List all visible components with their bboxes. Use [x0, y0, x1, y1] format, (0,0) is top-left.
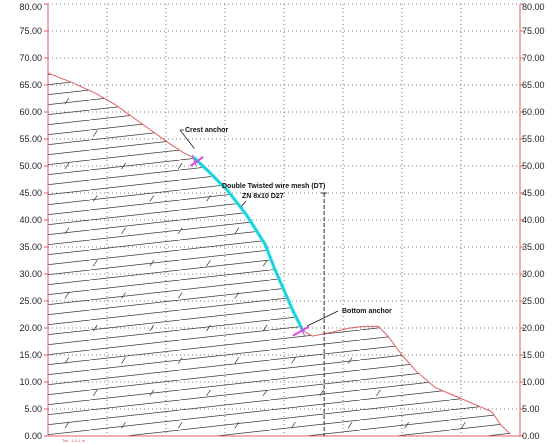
soil-mark: [234, 227, 240, 234]
y-tick-label-right: 45.00: [522, 188, 545, 198]
y-tick-label-left: 40.00: [19, 215, 42, 225]
soil-mark: [234, 357, 240, 364]
soil-mark: [64, 292, 70, 299]
y-tick-label-left: 45.00: [19, 188, 42, 198]
soil-mark: [92, 130, 98, 137]
soil-mark: [291, 422, 296, 429]
soil-mark: [121, 292, 126, 299]
soil-mark: [347, 422, 353, 429]
bottom-anchor-pin: [300, 326, 306, 337]
crest-anchor-label: Crest anchor: [185, 127, 228, 134]
annotation-layer: Crest anchor Double Twisted wire mesh (DT…: [62, 127, 392, 443]
y-tick-label-left: 5.00: [24, 404, 42, 414]
overlay-layer: [189, 154, 328, 436]
y-tick-label-right: 70.00: [522, 53, 545, 63]
soil-mark: [177, 422, 183, 429]
wire-mesh-core: [194, 157, 304, 331]
soil-mark: [92, 260, 98, 267]
terrain-hatch: [48, 73, 511, 436]
soil-mark: [64, 98, 70, 105]
y-tick-label-right: 15.00: [522, 350, 545, 360]
y-tick-label-right: 80.00: [522, 2, 545, 12]
soil-mark: [177, 162, 183, 170]
soil-mark: [121, 227, 126, 234]
y-tick-label-right: 50.00: [522, 161, 545, 171]
soil-mark: [64, 357, 70, 364]
mesh-label-leader: [241, 200, 247, 207]
y-tick-label-right: 40.00: [522, 215, 545, 225]
soil-mark: [121, 162, 126, 170]
bottom-anchor-bar: [292, 325, 310, 337]
y-tick-label-right: 65.00: [522, 80, 545, 90]
y-tick-label-left: 35.00: [19, 242, 42, 252]
soil-mark: [64, 227, 70, 234]
y-tick-label-right: 10.00: [522, 377, 545, 387]
soil-mark: [234, 292, 240, 299]
y-tick-label-left: 75.00: [19, 26, 42, 36]
y-tick-label-left: 80.00: [19, 2, 42, 12]
y-tick-label-left: 60.00: [19, 107, 42, 117]
y-tick-label-right: 20.00: [522, 323, 545, 333]
soil-mark: [404, 422, 410, 429]
crest-anchor-pin: [191, 154, 197, 167]
y-tick-label-right: 0.00: [522, 431, 540, 441]
y-tick-label-right: 55.00: [522, 134, 545, 144]
y-tick-label-left: 50.00: [19, 161, 42, 171]
soil-mark: [121, 357, 126, 364]
soil-mark: [461, 422, 466, 429]
soil-mark: [234, 422, 240, 429]
soil-mark: [149, 324, 155, 332]
soil-mark: [149, 195, 155, 202]
bottom-anchor-leader: [307, 310, 339, 327]
footer-label: Tse - 1 0.1 m: [62, 438, 86, 443]
y-tick-label-left: 25.00: [19, 296, 42, 306]
bottom-anchor-label: Bottom anchor: [342, 308, 392, 315]
soil-mark: [319, 389, 325, 396]
y-tick-label-left: 0.00: [24, 431, 42, 441]
y-tick-label-left: 55.00: [19, 134, 42, 144]
soil-mark: [92, 324, 98, 332]
axes-layer: 0.00 0.00 5.00 5.00 10.00 10.00 15.00 15.00 20.0…: [19, 2, 544, 441]
soil-mark: [347, 357, 353, 364]
soil-mark: [177, 292, 183, 299]
y-tick-label-left: 10.00: [19, 377, 42, 387]
crest-anchor-leader: [179, 129, 195, 149]
soil-mark: [64, 422, 70, 429]
y-tick-label-right: 30.00: [522, 269, 545, 279]
soil-mark: [206, 324, 211, 332]
soil-mark: [262, 260, 268, 267]
mesh-label-line-1: Double Twisted wire mesh (DT): [222, 183, 325, 190]
y-tick-label-left: 20.00: [19, 323, 42, 333]
y-tick-label-left: 65.00: [19, 80, 42, 90]
soil-mark: [291, 357, 296, 364]
soil-mark: [262, 324, 268, 332]
soil-mark: [262, 389, 268, 396]
soil-mark: [206, 389, 211, 396]
y-tick-label-left: 30.00: [19, 269, 42, 279]
soil-mark: [92, 389, 98, 396]
soil-mark: [149, 389, 155, 396]
y-tick-label-right: 60.00: [522, 107, 545, 117]
soil-mark: [376, 389, 381, 396]
y-tick-label-right: 5.00: [522, 404, 540, 414]
mesh-label-line-2: ZN 8x10 D27: [242, 193, 284, 200]
terrain-layer: [48, 72, 511, 436]
soil-mark: [177, 227, 183, 234]
soil-mark: [206, 260, 211, 267]
soil-mark: [206, 195, 211, 202]
soil-mark: [64, 162, 70, 170]
y-tick-label-left: 70.00: [19, 53, 42, 63]
y-tick-label-right: 25.00: [522, 296, 545, 306]
y-tick-label-right: 35.00: [522, 242, 545, 252]
soil-mark: [121, 422, 126, 429]
y-tick-label-left: 15.00: [19, 350, 42, 360]
soil-mark: [177, 357, 183, 364]
soil-mark: [149, 260, 155, 267]
crest-anchor-bar: [189, 156, 204, 167]
y-tick-label-right: 75.00: [522, 26, 545, 36]
soil-mark: [92, 195, 98, 202]
